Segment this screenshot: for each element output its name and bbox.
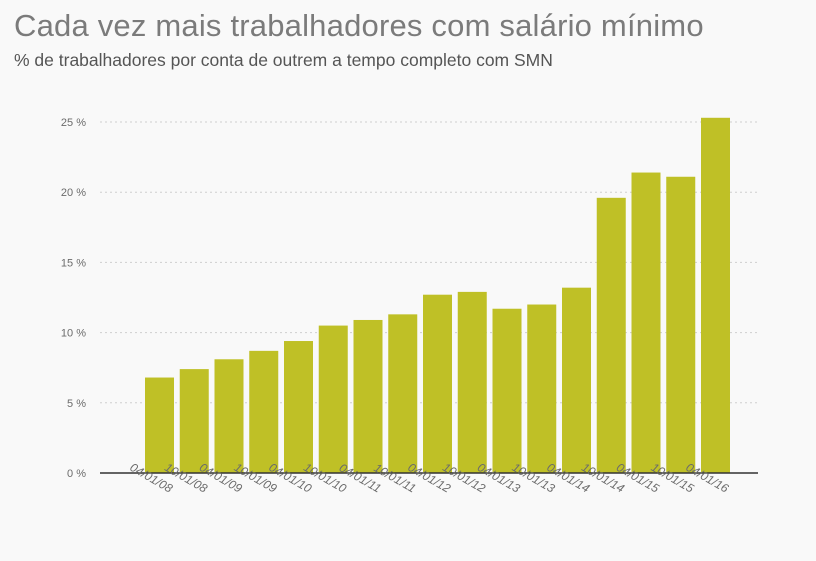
bar [284,341,313,473]
x-axis-ticks: 04/01/0810/01/0804/01/0910/01/0904/01/10… [128,460,732,496]
bar [423,294,452,473]
bar [179,369,209,473]
bar [701,117,730,474]
chart-title: Cada vez mais trabalhadores com salário … [14,8,704,43]
bar [596,197,626,474]
bar [214,359,244,473]
bar [457,291,487,473]
bar [631,172,661,473]
bar [145,377,174,473]
chart-subtitle: % de trabalhadores por conta de outrem a… [14,50,553,70]
y-axis-ticks: 0 % 5 % 10 % 15 % 20 % 25 % [61,117,86,480]
bar [388,314,418,473]
y-tick-label: 25 % [61,117,86,129]
y-tick-label: 15 % [61,257,86,269]
bar [666,176,696,474]
bar [562,287,591,473]
bar [249,350,279,473]
bar [318,325,348,473]
bars [145,117,730,474]
y-tick-label: 20 % [61,187,86,199]
y-tick-label: 0 % [67,468,86,480]
bar [353,319,383,473]
bar [527,304,557,473]
bar [492,308,522,473]
y-tick-label: 5 % [67,398,86,410]
y-tick-label: 10 % [61,328,86,340]
